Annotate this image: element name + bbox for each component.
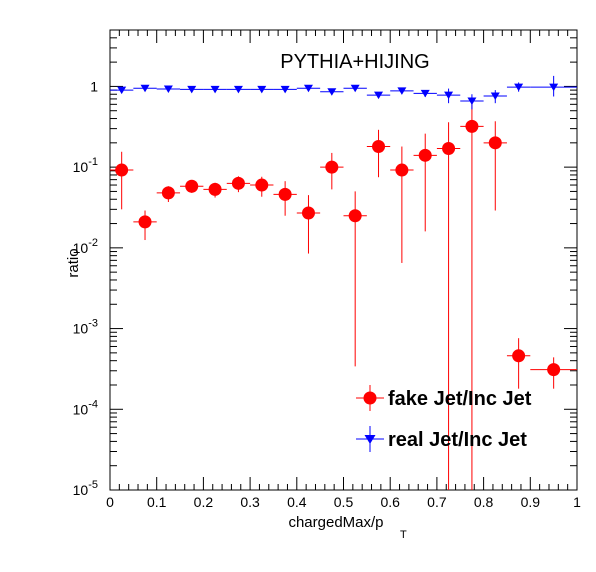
data-point-triangle bbox=[444, 91, 454, 100]
x-axis-title-subscript: T bbox=[400, 529, 407, 541]
data-point-triangle bbox=[233, 85, 243, 94]
chart-title: PYTHIA+HIJING bbox=[280, 51, 429, 73]
y-tick-exponent: -5 bbox=[88, 479, 98, 491]
x-tick-label: 0 bbox=[106, 494, 114, 510]
data-point-circle bbox=[512, 349, 526, 363]
y-tick-label: 1 bbox=[90, 78, 98, 94]
y-tick-exponent: -4 bbox=[88, 398, 98, 410]
series-fake-jet bbox=[110, 101, 577, 490]
y-tick-exponent: -3 bbox=[88, 318, 98, 330]
y-tick-base: 10 bbox=[73, 482, 89, 498]
x-tick-label: 0.1 bbox=[147, 494, 167, 510]
series-real-jet bbox=[110, 75, 577, 110]
y-tick-label: 10-5 bbox=[73, 479, 98, 498]
x-tick-label: 0.9 bbox=[521, 494, 541, 510]
y-axis-title: ratio bbox=[65, 248, 82, 277]
y-tick-base: 10 bbox=[73, 159, 89, 175]
y-tick-exponent: -1 bbox=[88, 156, 98, 168]
data-point-triangle bbox=[514, 83, 524, 92]
legend-fake-marker bbox=[363, 391, 377, 405]
y-axis: 10-510-410-310-210-11 bbox=[73, 29, 577, 498]
data-point-circle bbox=[325, 160, 339, 174]
data-point-circle bbox=[547, 363, 561, 377]
data-point-triangle bbox=[420, 89, 430, 98]
data-point-circle bbox=[208, 182, 222, 196]
legend-real-label: real Jet/Inc Jet bbox=[388, 429, 527, 451]
data-point-triangle bbox=[187, 85, 197, 94]
x-tick-label: 0.5 bbox=[334, 494, 354, 510]
legend: fake Jet/Inc Jet real Jet/Inc Jet bbox=[356, 385, 532, 452]
y-tick-base: 10 bbox=[73, 401, 89, 417]
y-tick-base: 1 bbox=[90, 78, 98, 94]
data-point-triangle bbox=[117, 86, 127, 95]
data-point-triangle bbox=[397, 87, 407, 95]
data-point-triangle bbox=[350, 84, 360, 93]
data-point-circle bbox=[115, 163, 129, 177]
data-point-circle bbox=[372, 140, 386, 154]
x-tick-label: 1 bbox=[573, 494, 581, 510]
data-point-circle bbox=[161, 186, 175, 200]
data-point-circle bbox=[255, 178, 269, 192]
y-tick-label: 10-4 bbox=[73, 398, 98, 417]
data-point-circle bbox=[301, 206, 315, 220]
data-point-circle bbox=[278, 187, 292, 201]
x-tick-label: 0.7 bbox=[427, 494, 447, 510]
legend-fake-label: fake Jet/Inc Jet bbox=[388, 388, 532, 410]
data-point-circle bbox=[418, 148, 432, 162]
x-tick-label: 0.8 bbox=[474, 494, 494, 510]
data-point-circle bbox=[185, 179, 199, 193]
data-point-circle bbox=[231, 176, 245, 190]
x-tick-label: 0.4 bbox=[287, 494, 307, 510]
data-point-circle bbox=[442, 142, 456, 156]
x-axis-title: chargedMax/p bbox=[288, 514, 383, 531]
legend-real-marker bbox=[364, 435, 376, 444]
plot-frame bbox=[109, 29, 578, 491]
y-tick-base: 10 bbox=[73, 321, 89, 337]
data-point-circle bbox=[488, 136, 502, 150]
series-layer bbox=[110, 75, 577, 490]
data-point-circle bbox=[395, 163, 409, 177]
data-point-triangle bbox=[374, 91, 384, 100]
y-tick-exponent: -2 bbox=[88, 237, 98, 249]
y-tick-base: 10 bbox=[73, 240, 89, 256]
data-point-triangle bbox=[140, 84, 150, 93]
x-tick-label: 0.2 bbox=[194, 494, 214, 510]
x-tick-label: 0.6 bbox=[380, 494, 400, 510]
data-point-triangle bbox=[467, 97, 477, 105]
data-point-triangle bbox=[163, 85, 173, 93]
data-point-triangle bbox=[490, 92, 500, 101]
data-point-triangle bbox=[257, 85, 267, 94]
y-tick-label: 10-2 bbox=[73, 237, 98, 256]
data-point-triangle bbox=[210, 85, 220, 94]
x-tick-label: 0.3 bbox=[240, 494, 260, 510]
data-point-circle bbox=[465, 119, 479, 133]
y-tick-label: 10-1 bbox=[73, 156, 98, 175]
y-tick-label: 10-3 bbox=[73, 318, 98, 337]
data-point-circle bbox=[348, 209, 362, 223]
data-point-triangle bbox=[280, 85, 290, 94]
data-point-triangle bbox=[303, 84, 313, 93]
data-point-circle bbox=[138, 215, 152, 229]
data-point-triangle bbox=[327, 88, 337, 96]
data-point-triangle bbox=[549, 83, 559, 92]
x-axis: 0 0.1 0.2 0.3 0.4 0.5 0.6 0.7 0.8 0.9 1 bbox=[106, 30, 581, 510]
